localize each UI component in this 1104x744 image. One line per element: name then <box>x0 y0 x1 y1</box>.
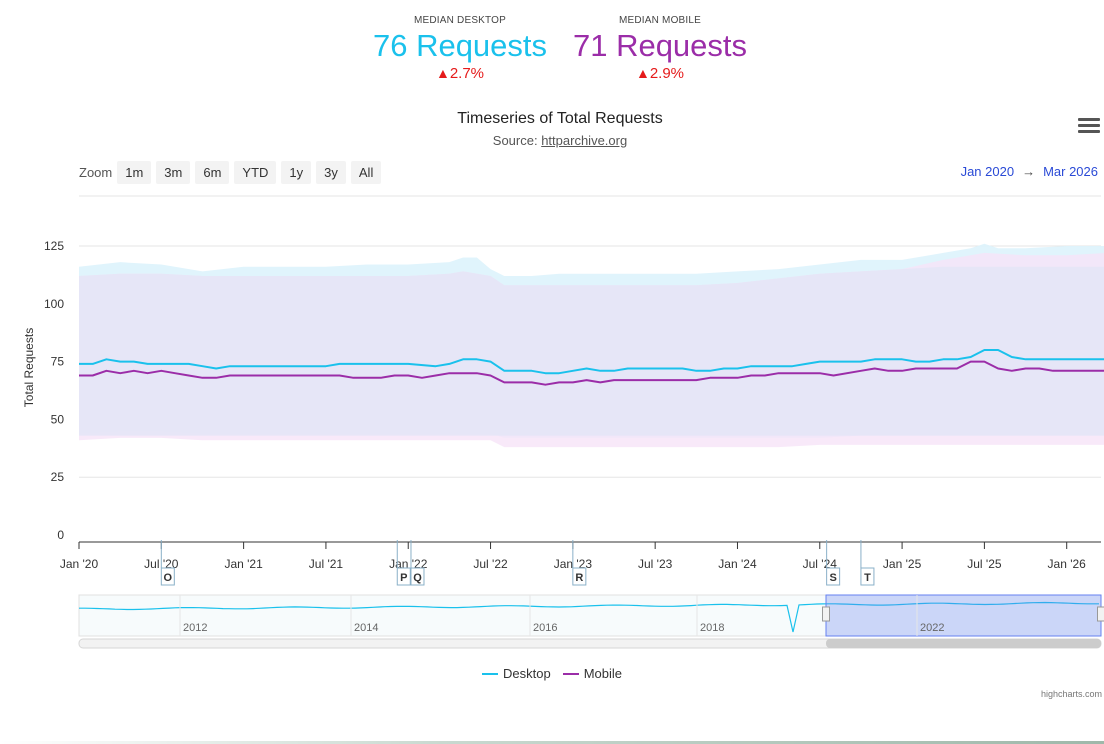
x-tick-label: Jul '23 <box>638 557 673 571</box>
series-lines <box>79 349 1104 386</box>
range-arrow-icon: → <box>1022 164 1036 179</box>
zoom-ytd-button[interactable]: YTD <box>234 161 277 184</box>
navigator-handle-left[interactable] <box>822 606 830 622</box>
page-bottom-edge <box>0 741 1104 744</box>
y-tick-label: 125 <box>44 239 64 253</box>
date-range-selector: Jan 2020 → Mar 2026 <box>961 164 1098 179</box>
flag-label: R <box>575 572 583 584</box>
increase-arrow-icon: ▲ <box>635 65 650 81</box>
navigator-background <box>78 594 1102 637</box>
flag-S <box>826 567 841 586</box>
navigator-year-label: 2012 <box>183 622 207 634</box>
credits-link[interactable]: highcharts.com <box>1040 689 1102 699</box>
kpi-mobile-change: ▲2.9% <box>560 64 760 83</box>
navigator-year-label: 2018 <box>700 622 724 634</box>
kpi-mobile-value: 71 Requests <box>572 28 748 63</box>
zoom-6m-button[interactable]: 6m <box>195 161 230 184</box>
range-bands <box>79 243 1104 448</box>
zoom-all-button[interactable]: All <box>350 161 382 184</box>
axes: 0 25 50 75 100 125 Total Requests Jan '20 Jul '2… <box>22 239 1101 571</box>
navigator-series-line <box>79 601 1099 633</box>
y-tick-label: 0 <box>57 528 64 542</box>
kpi-median-desktop: MEDIAN DESKTOP 76 Requests ▲2.7% <box>360 14 560 83</box>
kpi-desktop-change-value: 2.7% <box>449 65 485 82</box>
kpi-summary: MEDIAN DESKTOP 76 Requests ▲2.7% MEDIAN … <box>0 14 1104 94</box>
flag-label: P <box>400 572 407 584</box>
y-tick-label: 25 <box>51 470 65 484</box>
x-tick-label: Jan '25 <box>883 557 922 571</box>
legend-item-desktop[interactable]: Desktop <box>482 666 551 681</box>
x-tick-label: Jan '21 <box>224 557 263 571</box>
zoom-3y-button[interactable]: 3y <box>316 161 346 184</box>
legend-mobile-swatch <box>562 672 579 675</box>
flag-Q <box>410 567 425 586</box>
range-to-input[interactable]: Mar 2026 <box>1043 164 1098 179</box>
navigator-year-label: 2016 <box>533 622 557 634</box>
hamburger-menu-icon[interactable] <box>1078 118 1100 136</box>
source-prefix: Source: <box>492 133 542 148</box>
desktop-series-line <box>79 349 1104 375</box>
scrollbar-thumb[interactable] <box>826 639 1101 648</box>
x-tick-label: Jan '24 <box>718 557 757 571</box>
navigator-handle-right[interactable] <box>1097 606 1104 622</box>
range-from-input[interactable]: Jan 2020 <box>960 164 1015 179</box>
navigator: 2012 2014 2016 2018 2022 <box>78 594 1104 649</box>
chart-subtitle: Source: httparchive.org <box>360 133 760 148</box>
kpi-mobile-change-value: 2.9% <box>649 65 685 82</box>
legend-mobile-label: Mobile <box>583 666 622 681</box>
legend: Desktop Mobile <box>0 666 1104 681</box>
x-tick-label: Jul '22 <box>473 557 508 571</box>
zoom-1m-button[interactable]: 1m <box>117 161 152 184</box>
x-tick-label: Jan '26 <box>1048 557 1087 571</box>
flag-R <box>572 567 587 586</box>
navigator-selected-range <box>825 594 1102 637</box>
flag-O <box>160 567 175 586</box>
flag-T <box>860 567 875 586</box>
x-tick-label: Jul '25 <box>967 557 1002 571</box>
x-tick-label: Jul '21 <box>309 557 344 571</box>
kpi-desktop-value: 76 Requests <box>372 28 548 63</box>
flag-label: T <box>864 572 871 584</box>
legend-desktop-swatch <box>482 672 498 675</box>
increase-arrow-icon: ▲ <box>435 65 450 81</box>
kpi-mobile-label: MEDIAN MOBILE <box>618 15 702 26</box>
overlap-range-band <box>79 266 1104 436</box>
zoom-1y-button[interactable]: 1y <box>281 161 312 184</box>
source-link[interactable]: httparchive.org <box>541 133 628 148</box>
chart-title: Timeseries of Total Requests <box>457 110 663 127</box>
mobile-series-line <box>79 360 1104 386</box>
legend-item-mobile[interactable]: Mobile <box>562 666 622 681</box>
navigator-year-label: 2022 <box>920 622 944 634</box>
kpi-desktop-label: MEDIAN DESKTOP <box>413 15 507 26</box>
x-tick-label: Jan '20 <box>60 557 99 571</box>
flag-P <box>396 567 411 586</box>
flag-label: O <box>164 572 173 584</box>
y-axis-title: Total Requests <box>22 328 36 407</box>
y-tick-label: 75 <box>51 355 65 369</box>
zoom-toolbar: Zoom 1m 3m 6m YTD 1y 3y All <box>79 161 386 184</box>
y-tick-label: 50 <box>51 412 65 426</box>
zoom-label: Zoom <box>79 165 113 180</box>
zoom-3m-button[interactable]: 3m <box>156 161 191 184</box>
flag-label: S <box>829 572 836 584</box>
kpi-median-mobile: MEDIAN MOBILE 71 Requests ▲2.9% <box>560 14 760 83</box>
y-tick-label: 100 <box>44 297 64 311</box>
flag-label: Q <box>413 572 422 584</box>
kpi-desktop-change: ▲2.7% <box>360 64 560 83</box>
navigator-year-label: 2014 <box>354 622 378 634</box>
legend-desktop-label: Desktop <box>503 666 551 681</box>
